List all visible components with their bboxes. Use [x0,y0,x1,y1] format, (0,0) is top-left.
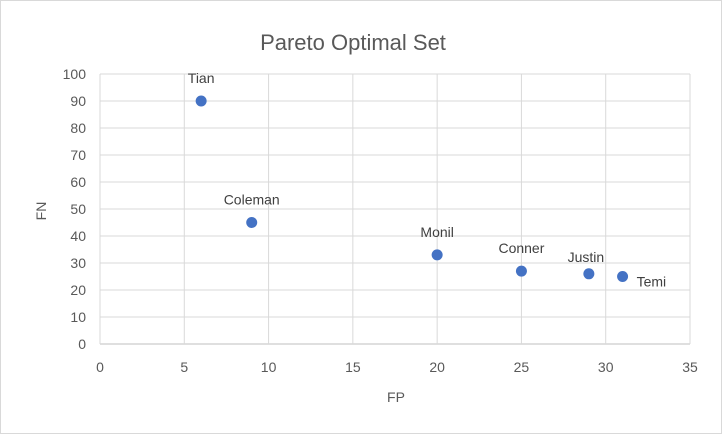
data-label: Temi [637,274,667,290]
data-label: Tian [188,70,215,86]
y-tick-labels: 0 10 20 30 40 50 60 70 80 90 100 [63,66,87,352]
data-label: Monil [420,224,453,240]
data-point [246,217,258,228]
data-point [617,271,629,282]
y-tick-label: 0 [78,336,86,352]
chart-title: Pareto Optimal Set [260,30,446,55]
data-point [431,249,443,261]
y-tick-label: 60 [70,174,86,190]
y-tick-label: 100 [63,66,87,82]
x-tick-label: 20 [429,359,445,375]
data-label: Conner [498,240,544,256]
y-tick-label: 30 [70,255,86,271]
x-tick-label: 30 [598,359,614,375]
y-tick-label: 70 [70,147,86,163]
data-point [583,268,595,280]
y-axis-label: FN [33,202,49,221]
x-tick-label: 10 [261,359,277,375]
y-tick-label: 20 [70,282,86,298]
y-tick-label: 50 [70,201,86,217]
y-tick-label: 10 [70,309,86,325]
y-tick-label: 90 [70,93,86,109]
x-tick-label: 15 [345,359,361,375]
x-axis-label: FP [387,389,405,405]
y-tick-label: 80 [70,120,86,136]
data-points [195,95,629,282]
data-point [195,95,207,107]
x-tick-label: 0 [96,359,104,375]
data-label: Coleman [224,192,280,208]
data-labels: Tian Coleman Monil Conner Justin Temi [188,70,666,290]
gridlines [99,73,691,345]
data-point [515,265,527,277]
x-tick-label: 25 [514,359,530,375]
x-tick-labels: 0 5 10 15 20 25 30 35 [96,359,698,375]
x-tick-label: 5 [180,359,188,375]
y-tick-label: 40 [70,228,86,244]
data-label: Justin [568,249,605,265]
x-tick-label: 35 [682,359,698,375]
